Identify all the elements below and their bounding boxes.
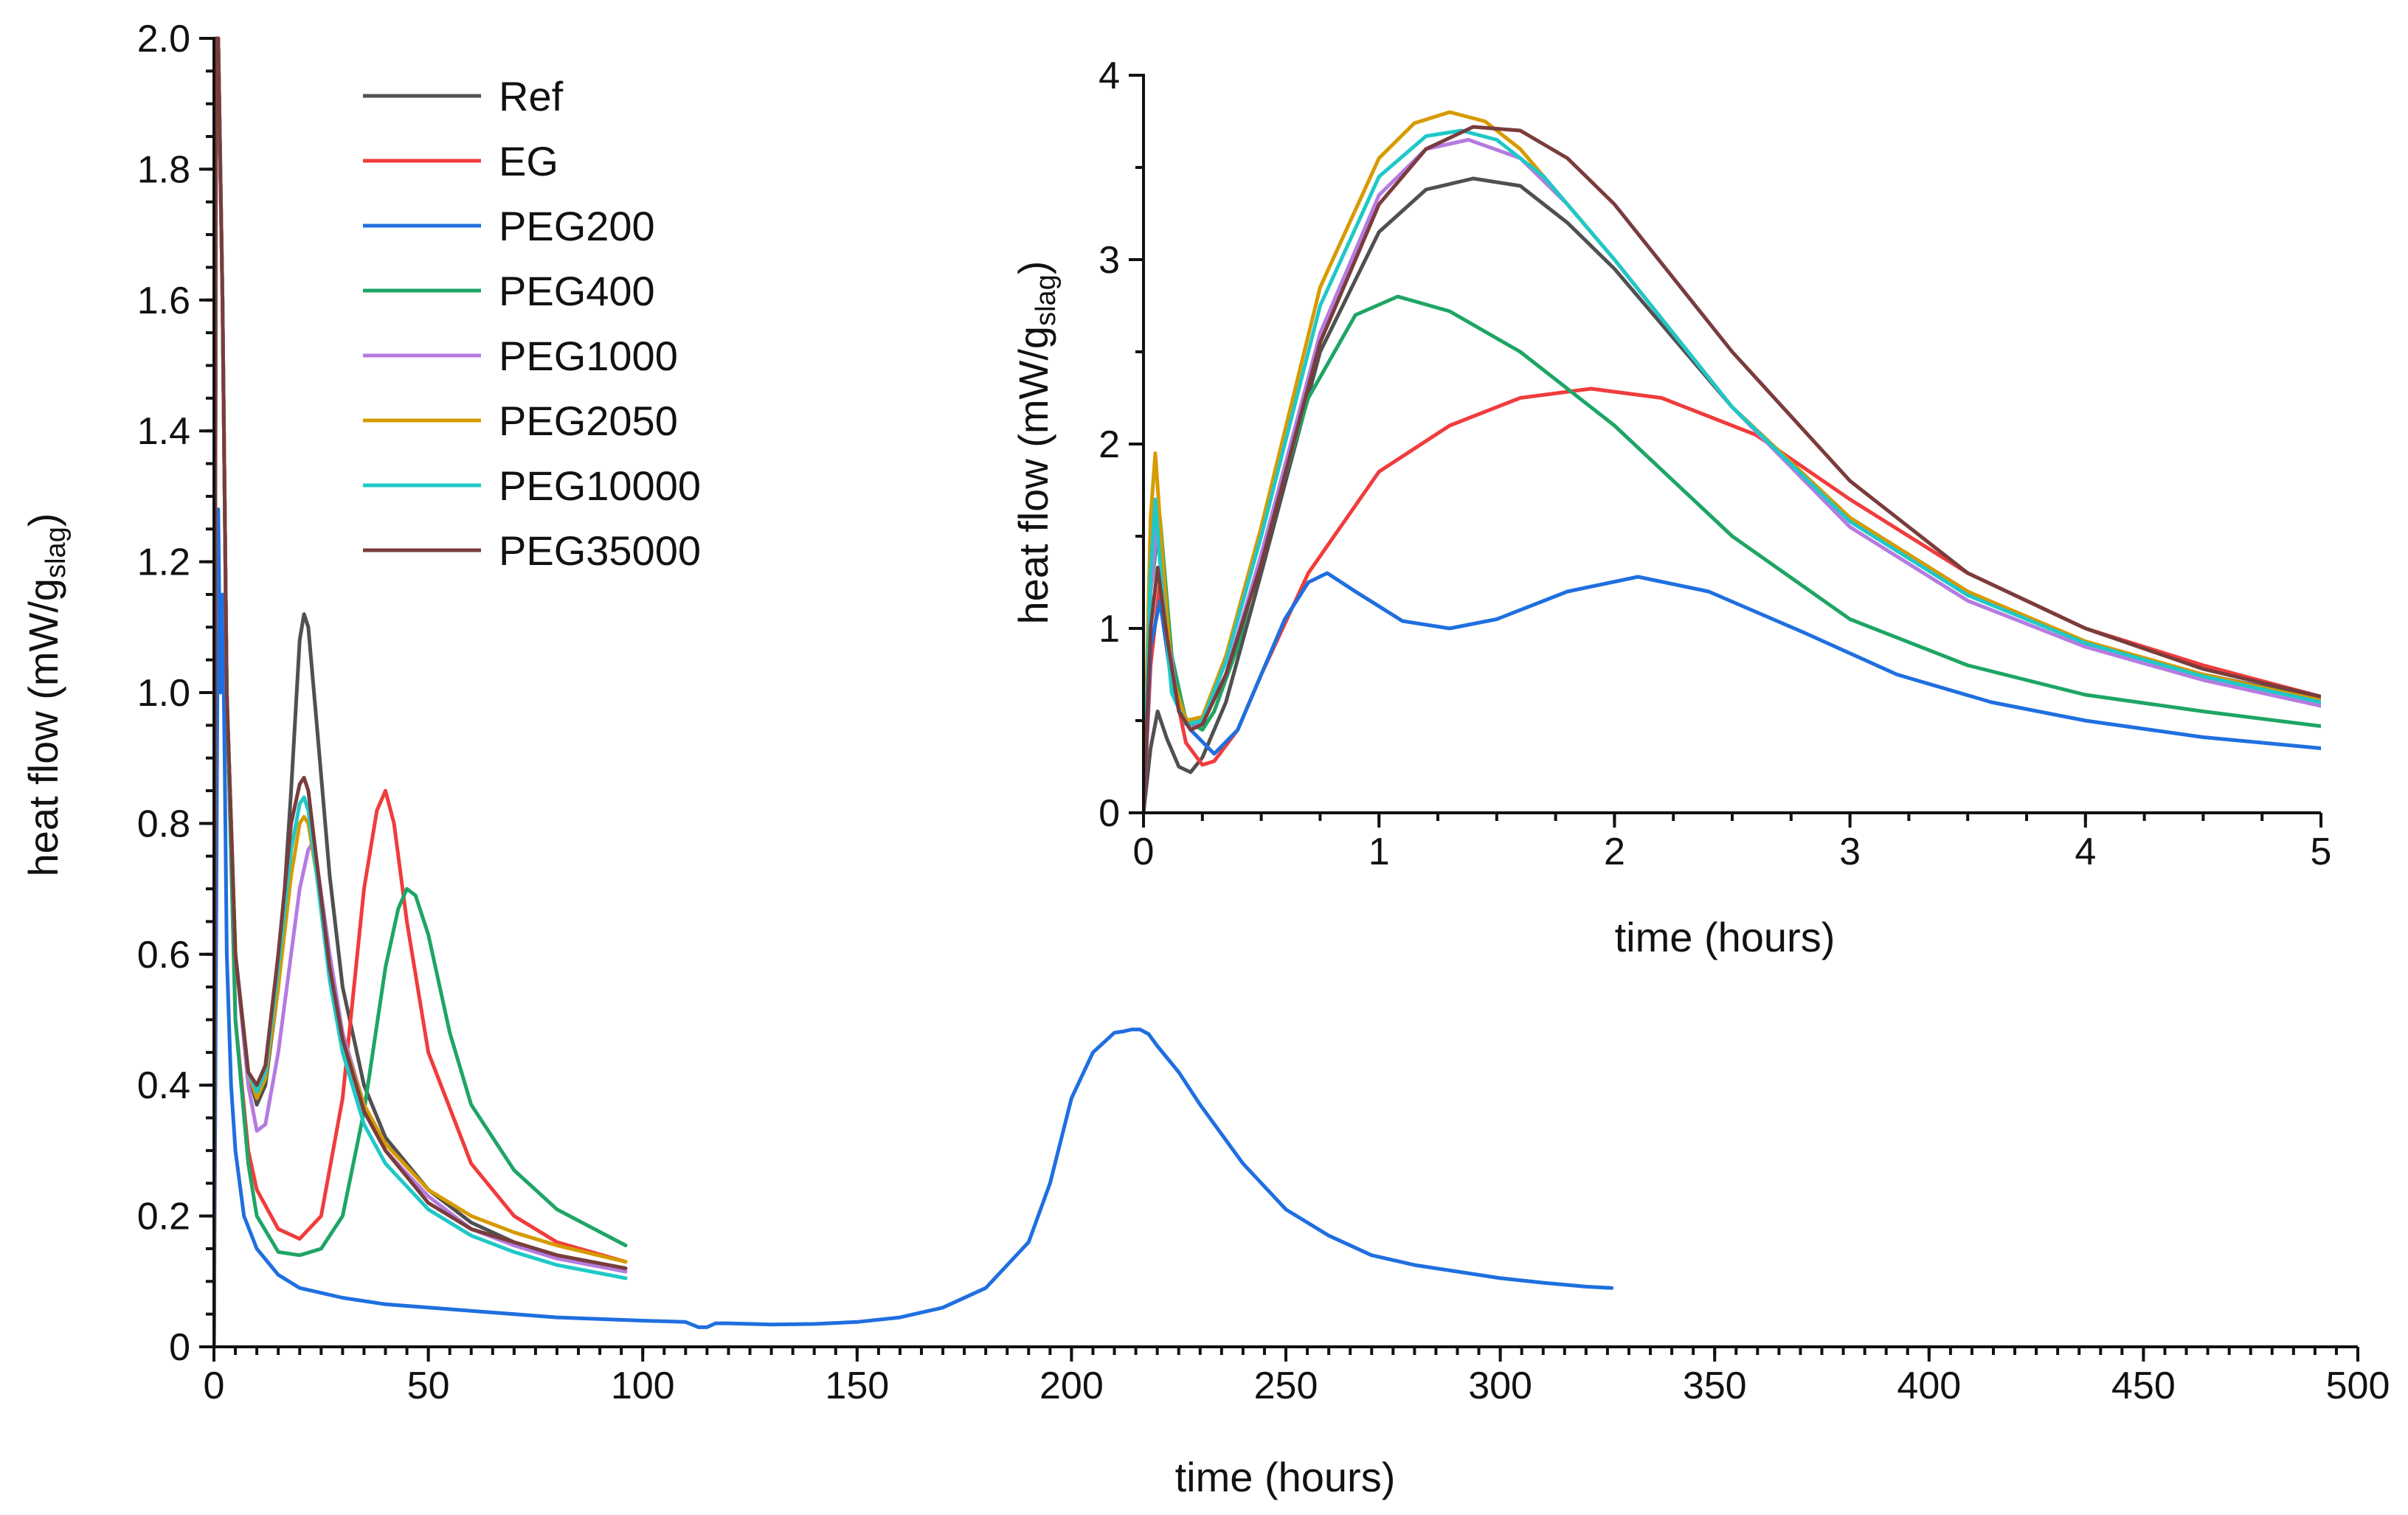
inset-x-tick-label: 5 — [2311, 831, 2332, 873]
main-y-tick-label: 0.2 — [137, 1196, 190, 1238]
legend-label-peg2050: PEG2050 — [499, 398, 678, 444]
main-x-tick-label: 500 — [2326, 1365, 2390, 1407]
main-x-tick-label: 200 — [1039, 1365, 1104, 1407]
inset-y-axis-title: heat flow (mW/gslag) — [1010, 261, 1062, 625]
legend-label-peg35000: PEG35000 — [499, 527, 701, 574]
inset-y-tick-label: 1 — [1099, 608, 1120, 651]
main-y-tick-label: 1.2 — [137, 541, 190, 584]
main-x-tick-label: 400 — [1897, 1365, 1961, 1407]
inset-series-peg10000 — [1144, 128, 2321, 813]
inset-series-peg400 — [1144, 294, 2321, 813]
inset-y-tick-label: 0 — [1099, 792, 1120, 835]
legend-label-peg1000: PEG1000 — [499, 333, 678, 379]
main-y-tick-label: 2.0 — [137, 18, 190, 60]
inset-y-tick-label: 4 — [1099, 55, 1120, 97]
main-x-tick-label: 450 — [2111, 1365, 2176, 1407]
main-y-tick-label: 0.8 — [137, 802, 190, 845]
inset-x-tick-label: 3 — [1839, 831, 1861, 873]
main-x-tick-label: 100 — [611, 1365, 675, 1407]
main-y-tick-label: 1.0 — [137, 672, 190, 715]
inset-y-tick-label: 2 — [1099, 423, 1120, 466]
main-x-tick-label: 50 — [407, 1365, 450, 1407]
main-chart: 0 50 100 150 200 250 300 350 400 450 50000.20.40.6… — [20, 18, 2390, 1500]
main-axes: 0 50 100 150 200 250 300 350 400 450 50000.20.40.6… — [137, 18, 2390, 1407]
inset-x-tick-label: 2 — [1604, 831, 1625, 873]
inset-series-peg200 — [1144, 571, 2321, 813]
inset-series-peg35000 — [1144, 125, 2321, 813]
main-y-tick-label: 0 — [169, 1326, 190, 1369]
inset-series-group — [1144, 110, 2321, 813]
main-y-tick-label: 1.6 — [137, 280, 190, 322]
main-y-axis-title-main: heat flow (mW/g — [20, 578, 66, 877]
main-series-group — [214, 36, 1614, 1347]
inset-y-axis-title-subscript: slag — [1031, 274, 1062, 326]
main-series-peg35000 — [214, 36, 628, 1347]
inset-y-axis-title-end: ) — [1010, 261, 1056, 275]
main-x-axis-title: time (hours) — [1175, 1454, 1396, 1500]
main-y-axis-title: heat flow (mW/gslag) — [20, 513, 72, 877]
legend-label-peg10000: PEG10000 — [499, 462, 701, 509]
inset-x-tick-label: 4 — [2075, 831, 2096, 873]
inset-x-tick-label: 0 — [1133, 831, 1155, 873]
main-series-peg200 — [214, 507, 1614, 1347]
main-y-tick-label: 1.4 — [137, 410, 190, 453]
legend: Ref EG PEG200 PEG400 PEG1000 PEG2050 PEG10000 P… — [363, 73, 701, 574]
legend-label-ref: Ref — [499, 73, 564, 119]
inset-x-axis-title: time (hours) — [1615, 914, 1836, 960]
legend-label-eg: EG — [499, 138, 558, 184]
main-y-tick-label: 0.6 — [137, 934, 190, 977]
inset-y-axis-title-main: heat flow (mW/g — [1010, 326, 1056, 625]
inset-x-tick-label: 1 — [1369, 831, 1390, 873]
inset-y-tick-label: 3 — [1099, 239, 1120, 282]
main-x-tick-label: 300 — [1468, 1365, 1532, 1407]
inset-series-peg2050 — [1144, 110, 2321, 813]
main-x-tick-label: 0 — [204, 1365, 225, 1407]
main-y-axis-title-end: ) — [20, 513, 66, 527]
legend-label-peg400: PEG400 — [499, 268, 655, 314]
main-y-tick-label: 1.8 — [137, 148, 190, 191]
main-x-tick-label: 250 — [1254, 1365, 1318, 1407]
inset-series-ref — [1144, 176, 2321, 813]
main-x-tick-label: 350 — [1683, 1365, 1747, 1407]
inset-series-peg1000 — [1144, 138, 2321, 813]
inset-chart: 0 1 2 3 4 5 0 1 2 3 4 time (hours) heat flow (mW/g… — [1010, 55, 2331, 960]
main-y-axis-title-subscript: slag — [41, 527, 72, 578]
main-x-tick-label: 150 — [825, 1365, 889, 1407]
legend-label-peg200: PEG200 — [499, 203, 655, 249]
inset-axes: 0 1 2 3 4 5 0 1 2 3 4 — [1099, 55, 2331, 873]
main-y-tick-label: 0.4 — [137, 1064, 190, 1107]
